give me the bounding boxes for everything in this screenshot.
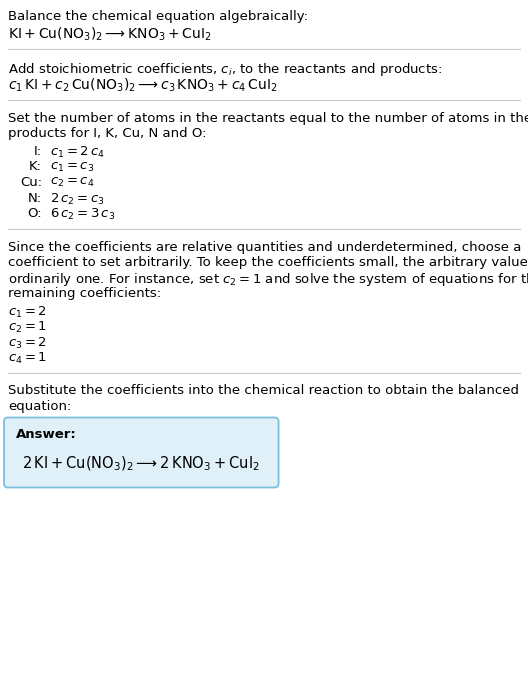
Text: $c_2 = c_4$: $c_2 = c_4$ — [50, 176, 95, 189]
Text: $c_3 = 2$: $c_3 = 2$ — [8, 336, 47, 350]
Text: Set the number of atoms in the reactants equal to the number of atoms in the: Set the number of atoms in the reactants… — [8, 112, 528, 125]
Text: equation:: equation: — [8, 400, 71, 413]
Text: $6\,c_2 = 3\,c_3$: $6\,c_2 = 3\,c_3$ — [50, 207, 116, 222]
Text: N:: N: — [28, 191, 42, 204]
Text: Substitute the coefficients into the chemical reaction to obtain the balanced: Substitute the coefficients into the che… — [8, 384, 519, 398]
Text: Since the coefficients are relative quantities and underdetermined, choose a: Since the coefficients are relative quan… — [8, 241, 521, 253]
Text: Add stoichiometric coefficients, $c_i$, to the reactants and products:: Add stoichiometric coefficients, $c_i$, … — [8, 61, 442, 78]
Text: I:: I: — [34, 145, 42, 158]
Text: $c_2 = 1$: $c_2 = 1$ — [8, 320, 47, 335]
Text: $\mathrm{2\,KI + Cu(NO_3)_2 \longrightarrow 2\,KNO_3 + CuI_2}$: $\mathrm{2\,KI + Cu(NO_3)_2 \longrightar… — [22, 454, 260, 472]
Text: $\mathrm{KI + Cu(NO_3)_2 \longrightarrow KNO_3 + CuI_2}$: $\mathrm{KI + Cu(NO_3)_2 \longrightarrow… — [8, 26, 212, 43]
FancyBboxPatch shape — [4, 417, 279, 487]
Text: ordinarily one. For instance, set $c_2 = 1$ and solve the system of equations fo: ordinarily one. For instance, set $c_2 =… — [8, 272, 528, 288]
Text: products for I, K, Cu, N and O:: products for I, K, Cu, N and O: — [8, 127, 206, 140]
Text: $c_1\,\mathrm{KI} + c_2\,\mathrm{Cu(NO_3)_2} \longrightarrow c_3\,\mathrm{KNO_3}: $c_1\,\mathrm{KI} + c_2\,\mathrm{Cu(NO_3… — [8, 77, 278, 94]
Text: $c_4 = 1$: $c_4 = 1$ — [8, 351, 47, 366]
Text: $c_1 = c_3$: $c_1 = c_3$ — [50, 160, 94, 174]
Text: $c_1 = 2\,c_4$: $c_1 = 2\,c_4$ — [50, 145, 105, 160]
Text: O:: O: — [27, 207, 42, 220]
Text: $2\,c_2 = c_3$: $2\,c_2 = c_3$ — [50, 191, 105, 207]
Text: $c_1 = 2$: $c_1 = 2$ — [8, 305, 47, 319]
Text: Balance the chemical equation algebraically:: Balance the chemical equation algebraica… — [8, 10, 308, 23]
Text: Answer:: Answer: — [16, 429, 77, 441]
Text: remaining coefficients:: remaining coefficients: — [8, 287, 161, 300]
Text: K:: K: — [29, 160, 42, 173]
Text: Cu:: Cu: — [20, 176, 42, 189]
Text: coefficient to set arbitrarily. To keep the coefficients small, the arbitrary va: coefficient to set arbitrarily. To keep … — [8, 256, 528, 269]
